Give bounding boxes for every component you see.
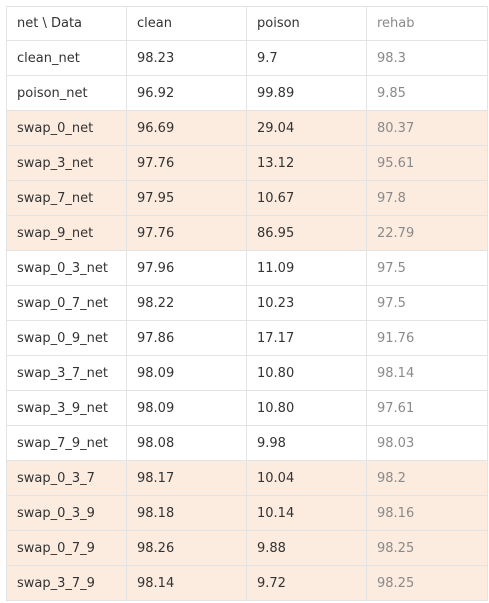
cell-clean-value: 98.08	[126, 425, 247, 461]
cell-rehab-value: 80.37	[366, 110, 488, 146]
cell-rehab-value: 98.2	[366, 460, 488, 496]
cell-clean-value: 98.22	[126, 285, 247, 321]
cell-net-name: swap_0_3_net	[6, 250, 127, 286]
cell-clean-value: 98.09	[126, 355, 247, 391]
table-row: swap_0_3_7 98.17 10.04 98.2	[6, 460, 488, 496]
cell-rehab-value: 98.14	[366, 355, 488, 391]
table-row: swap_0_3_9 98.18 10.14 98.16	[6, 495, 488, 531]
cell-poison-value: 9.88	[246, 530, 367, 566]
cell-net-name: swap_0_7_net	[6, 285, 127, 321]
cell-net-name: swap_9_net	[6, 215, 127, 251]
table-row: swap_9_net 97.76 86.95 22.79	[6, 215, 488, 251]
cell-rehab-value: 98.03	[366, 425, 488, 461]
cell-net-name: swap_7_9_net	[6, 425, 127, 461]
table-row: swap_3_7_9 98.14 9.72 98.25	[6, 565, 488, 601]
cell-poison-value: 10.67	[246, 180, 367, 216]
cell-poison-value: 17.17	[246, 320, 367, 356]
cell-rehab-value: 97.5	[366, 250, 488, 286]
cell-clean-value: 98.14	[126, 565, 247, 601]
cell-rehab-value: 98.25	[366, 530, 488, 566]
cell-clean-value: 97.76	[126, 145, 247, 181]
cell-net-name: swap_0_9_net	[6, 320, 127, 356]
cell-rehab-value: 91.76	[366, 320, 488, 356]
cell-poison-value: 10.14	[246, 495, 367, 531]
table-row: poison_net 96.92 99.89 9.85	[6, 75, 488, 111]
cell-net-name: clean_net	[6, 40, 127, 76]
cell-clean-value: 96.69	[126, 110, 247, 146]
cell-clean-value: 98.17	[126, 460, 247, 496]
cell-clean-value: 98.09	[126, 390, 247, 426]
cell-clean-value: 98.18	[126, 495, 247, 531]
table-row: swap_7_net 97.95 10.67 97.8	[6, 180, 488, 216]
table-header: net \ Data clean poison rehab	[6, 6, 488, 41]
cell-clean-value: 97.96	[126, 250, 247, 286]
cell-rehab-value: 98.3	[366, 40, 488, 76]
cell-clean-value: 97.76	[126, 215, 247, 251]
table-row: swap_3_7_net 98.09 10.80 98.14	[6, 355, 488, 391]
cell-poison-value: 9.72	[246, 565, 367, 601]
cell-net-name: swap_3_9_net	[6, 390, 127, 426]
cell-rehab-value: 22.79	[366, 215, 488, 251]
header-poison: poison	[246, 6, 367, 41]
table-row: swap_3_9_net 98.09 10.80 97.61	[6, 390, 488, 426]
cell-poison-value: 10.23	[246, 285, 367, 321]
results-table: net \ Data clean poison rehab clean_net 9…	[6, 6, 488, 601]
cell-net-name: swap_0_7_9	[6, 530, 127, 566]
cell-poison-value: 11.09	[246, 250, 367, 286]
results-table-container: net \ Data clean poison rehab clean_net 9…	[6, 6, 488, 601]
table-row: swap_0_9_net 97.86 17.17 91.76	[6, 320, 488, 356]
cell-clean-value: 98.26	[126, 530, 247, 566]
cell-poison-value: 99.89	[246, 75, 367, 111]
header-net-data: net \ Data	[6, 6, 127, 41]
cell-clean-value: 96.92	[126, 75, 247, 111]
cell-clean-value: 97.95	[126, 180, 247, 216]
cell-clean-value: 97.86	[126, 320, 247, 356]
header-rehab: rehab	[366, 6, 488, 41]
cell-poison-value: 10.80	[246, 390, 367, 426]
cell-rehab-value: 9.85	[366, 75, 488, 111]
cell-poison-value: 9.7	[246, 40, 367, 76]
cell-net-name: swap_0_net	[6, 110, 127, 146]
cell-poison-value: 29.04	[246, 110, 367, 146]
table-row: swap_7_9_net 98.08 9.98 98.03	[6, 425, 488, 461]
cell-rehab-value: 97.8	[366, 180, 488, 216]
table-body: clean_net 98.23 9.7 98.3 poison_net 96.92 99.8…	[6, 40, 488, 601]
cell-net-name: swap_3_net	[6, 145, 127, 181]
cell-net-name: swap_3_7_9	[6, 565, 127, 601]
table-row: swap_3_net 97.76 13.12 95.61	[6, 145, 488, 181]
cell-net-name: swap_0_3_7	[6, 460, 127, 496]
cell-poison-value: 86.95	[246, 215, 367, 251]
header-row: net \ Data clean poison rehab	[6, 6, 488, 41]
cell-rehab-value: 98.16	[366, 495, 488, 531]
cell-clean-value: 98.23	[126, 40, 247, 76]
cell-net-name: swap_7_net	[6, 180, 127, 216]
cell-poison-value: 13.12	[246, 145, 367, 181]
table-row: swap_0_7_net 98.22 10.23 97.5	[6, 285, 488, 321]
cell-rehab-value: 95.61	[366, 145, 488, 181]
table-row: swap_0_7_9 98.26 9.88 98.25	[6, 530, 488, 566]
cell-poison-value: 10.04	[246, 460, 367, 496]
header-clean: clean	[126, 6, 247, 41]
cell-poison-value: 9.98	[246, 425, 367, 461]
cell-rehab-value: 97.5	[366, 285, 488, 321]
cell-net-name: swap_0_3_9	[6, 495, 127, 531]
table-row: swap_0_3_net 97.96 11.09 97.5	[6, 250, 488, 286]
cell-rehab-value: 97.61	[366, 390, 488, 426]
cell-poison-value: 10.80	[246, 355, 367, 391]
table-row: swap_0_net 96.69 29.04 80.37	[6, 110, 488, 146]
cell-net-name: poison_net	[6, 75, 127, 111]
table-row: clean_net 98.23 9.7 98.3	[6, 40, 488, 76]
cell-net-name: swap_3_7_net	[6, 355, 127, 391]
cell-rehab-value: 98.25	[366, 565, 488, 601]
